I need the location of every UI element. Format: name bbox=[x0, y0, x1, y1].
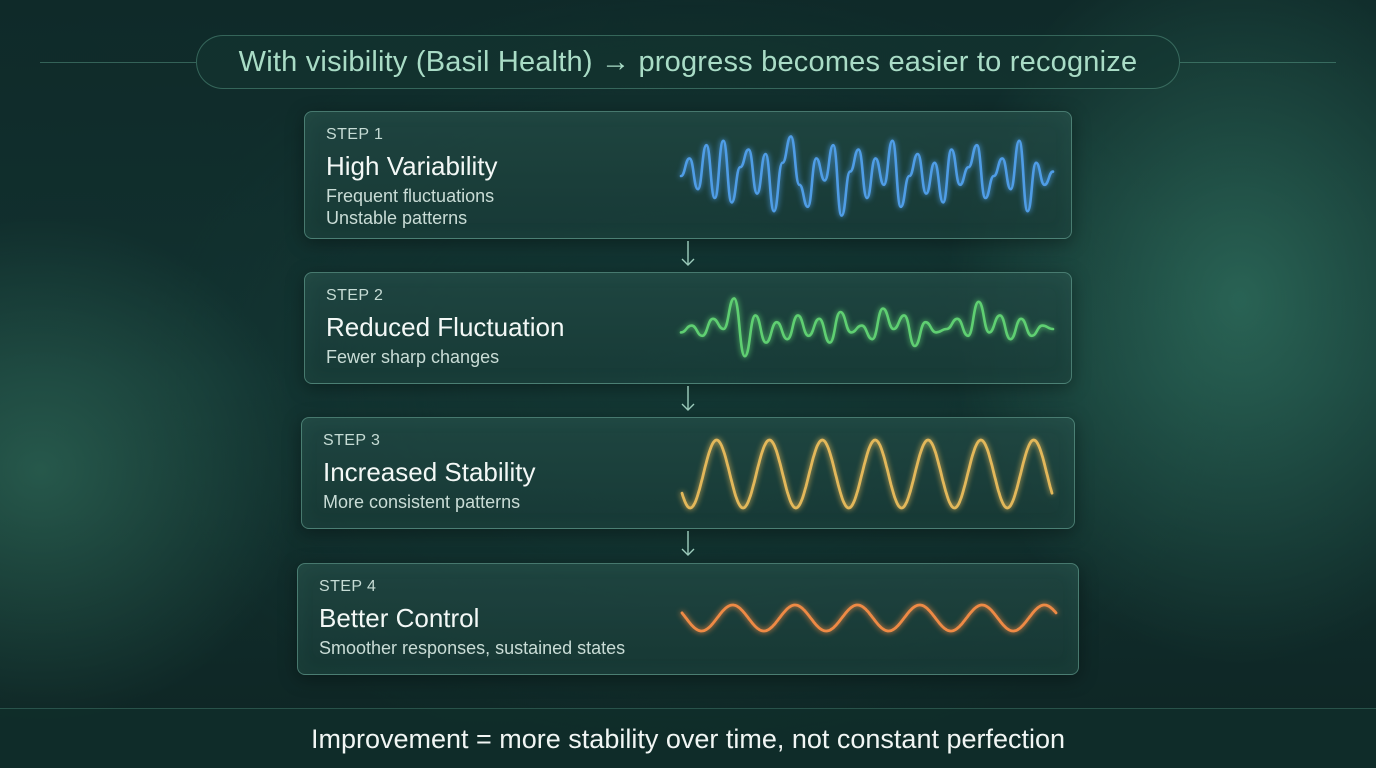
title-rule-right bbox=[1180, 62, 1336, 63]
step-title: High Variability bbox=[326, 151, 498, 181]
step-description-line: More consistent patterns bbox=[323, 492, 521, 512]
step-description-line: Fewer sharp changes bbox=[326, 347, 500, 367]
step-title: Reduced Fluctuation bbox=[326, 312, 565, 342]
high-variability-wave bbox=[679, 135, 1055, 217]
step-label: STEP 1 bbox=[326, 126, 384, 143]
smooth-sine-wave bbox=[680, 603, 1058, 633]
step-label: STEP 4 bbox=[319, 578, 377, 595]
title-text: With visibility (Basil Health) → progres… bbox=[238, 45, 1138, 78]
footer-banner: Improvement = more stability over time, … bbox=[0, 708, 1376, 768]
arrow-down-icon bbox=[681, 531, 695, 556]
step-description-line: Unstable patterns bbox=[326, 208, 468, 228]
step-description-line: Smoother responses, sustained states bbox=[319, 638, 626, 658]
step-title: Better Control bbox=[319, 603, 480, 633]
footer-text: Improvement = more stability over time, … bbox=[310, 723, 1066, 754]
step-card-3: STEP 3 Increased Stability More consiste… bbox=[301, 417, 1075, 529]
reduced-fluctuation-wave bbox=[679, 297, 1055, 358]
regular-sine-wave bbox=[680, 438, 1054, 510]
arrow-down-icon bbox=[681, 241, 695, 266]
step-card-2: STEP 2 Reduced Fluctuation Fewer sharp c… bbox=[304, 272, 1072, 384]
title-rule-left bbox=[40, 62, 196, 63]
step-card-1: STEP 1 High Variability Frequent fluctua… bbox=[304, 111, 1072, 239]
step-description-line: Frequent fluctuations bbox=[326, 186, 495, 206]
step-label: STEP 2 bbox=[326, 287, 384, 304]
step-card-4: STEP 4 Better Control Smoother responses… bbox=[297, 563, 1079, 675]
step-title: Increased Stability bbox=[323, 457, 536, 487]
arrow-down-icon bbox=[681, 386, 695, 411]
title-banner: With visibility (Basil Health) → progres… bbox=[196, 35, 1180, 89]
step-label: STEP 3 bbox=[323, 432, 381, 449]
